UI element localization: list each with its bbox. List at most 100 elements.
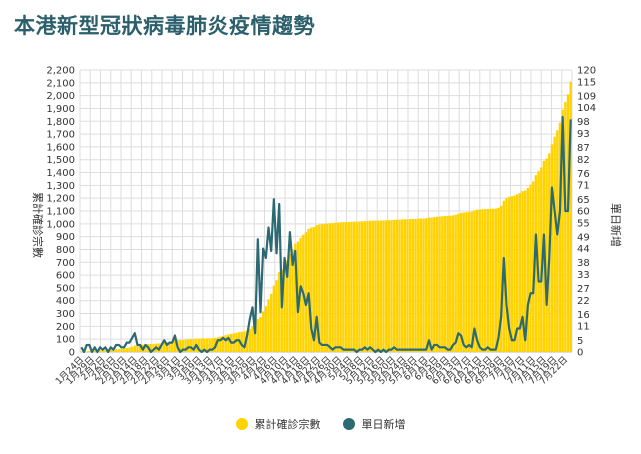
bar-cumulative [422,218,425,352]
bar-cumulative [556,130,559,352]
bar-cumulative [136,345,139,352]
bar-cumulative [328,223,332,352]
bar-cumulative [152,343,155,352]
bar-cumulative [133,345,137,352]
y-left-tick-label: 100 [56,335,75,346]
bar-cumulative [419,218,423,352]
legend-swatch-daily [342,418,355,430]
y-left-tick-label: 600 [56,271,75,282]
y-right-tick-label: 60 [577,207,590,218]
bar-cumulative [181,339,185,352]
bar-cumulative [93,350,96,352]
y-right-tick-label: 44 [577,244,590,255]
bar-cumulative [326,223,329,352]
legend-item-daily[interactable]: 單日新增 [342,416,406,432]
bar-cumulative [355,221,358,352]
bar-cumulative [219,336,222,352]
bar-cumulative [368,220,372,352]
bar-cumulative [216,337,219,352]
bar-cumulative [435,216,439,352]
bar-cumulative [489,208,492,352]
bar-cumulative [427,217,431,352]
bar-cumulative [251,326,254,352]
bar-cumulative [112,349,115,352]
bar-cumulative [459,212,463,352]
y-axis-right: 0511162227333844495560657176828793981041… [577,66,596,359]
bar-cumulative [569,81,572,352]
bar-cumulative [532,181,535,352]
bar-cumulative [130,346,134,352]
bar-cumulative [339,222,342,352]
y-right-tick-label: 93 [577,129,590,140]
bar-cumulative [414,218,417,352]
bar-cumulative [261,311,265,352]
bar-cumulative [457,213,460,352]
bar-cumulative [499,205,503,352]
bar-cumulative [561,109,564,353]
bar-cumulative [358,221,361,352]
bar-cumulative [163,342,166,352]
y-left-tick-label: 400 [56,296,75,307]
daily-line [80,115,572,354]
y-right-tick-label: 71 [577,181,590,192]
y-right-tick-label: 65 [577,195,590,206]
bar-cumulative [211,338,214,352]
bar-cumulative [323,223,326,352]
bar-cumulative [160,343,163,352]
bar-cumulative [443,215,447,352]
legend-item-cumulative[interactable]: 累計確診宗數 [235,416,321,432]
bar-cumulative [331,223,334,352]
bar-cumulative [478,209,481,352]
bar-cumulative [227,334,230,352]
y-right-tick-label: 76 [577,169,590,180]
line-daily-new [80,115,572,354]
y-right-tick-label: 120 [577,66,596,77]
bar-cumulative [494,208,497,352]
bar-cumulative [470,211,473,352]
bar-cumulative [85,351,88,352]
legend-label-cumulative: 累計確診宗數 [254,418,321,431]
y-right-tick-label: 87 [577,143,590,154]
bar-cumulative [371,220,374,352]
y-right-tick-label: 33 [577,270,590,281]
bar-cumulative [441,216,444,352]
bar-cumulative [513,195,516,352]
bar-cumulative [342,222,345,352]
bar-cumulative [392,219,396,352]
y-right-tick-label: 115 [577,77,596,88]
y-right-tick-label: 0 [577,348,583,359]
y-right-tick-label: 55 [577,218,590,229]
bar-cumulative [505,198,508,352]
bar-cumulative [187,339,190,352]
bar-cumulative [291,249,294,352]
bar-cumulative [109,349,112,352]
bar-cumulative [473,210,476,352]
bar-cumulative [144,344,147,352]
y-left-tick-label: 300 [56,309,75,320]
bar-cumulative [425,218,428,352]
bar-cumulative [438,216,441,352]
bar-cumulative [240,331,243,352]
bar-cumulative [374,220,377,352]
bar-cumulative [387,220,391,352]
bar-cumulative [526,187,530,352]
y-left-tick-label: 900 [56,232,75,243]
bar-cumulative [540,167,543,352]
y-left-tick-label: 200 [56,322,75,333]
bar-cumulative [184,339,187,352]
bar-cumulative [138,344,142,352]
bar-cumulative [310,227,313,352]
y-left-tick-label: 700 [56,258,75,269]
bar-cumulative [128,347,131,352]
bar-cumulative [486,208,489,352]
bar-cumulative [524,190,527,352]
bar-cumulative [192,339,195,352]
y-left-tick-label: 2,100 [46,78,75,89]
bar-cumulative [88,350,91,352]
y-right-tick-label: 109 [577,91,596,102]
bar-cumulative [352,221,356,352]
y-left-tick-label: 2,000 [46,91,75,102]
bar-cumulative [376,220,380,352]
bar-cumulative [117,348,120,352]
